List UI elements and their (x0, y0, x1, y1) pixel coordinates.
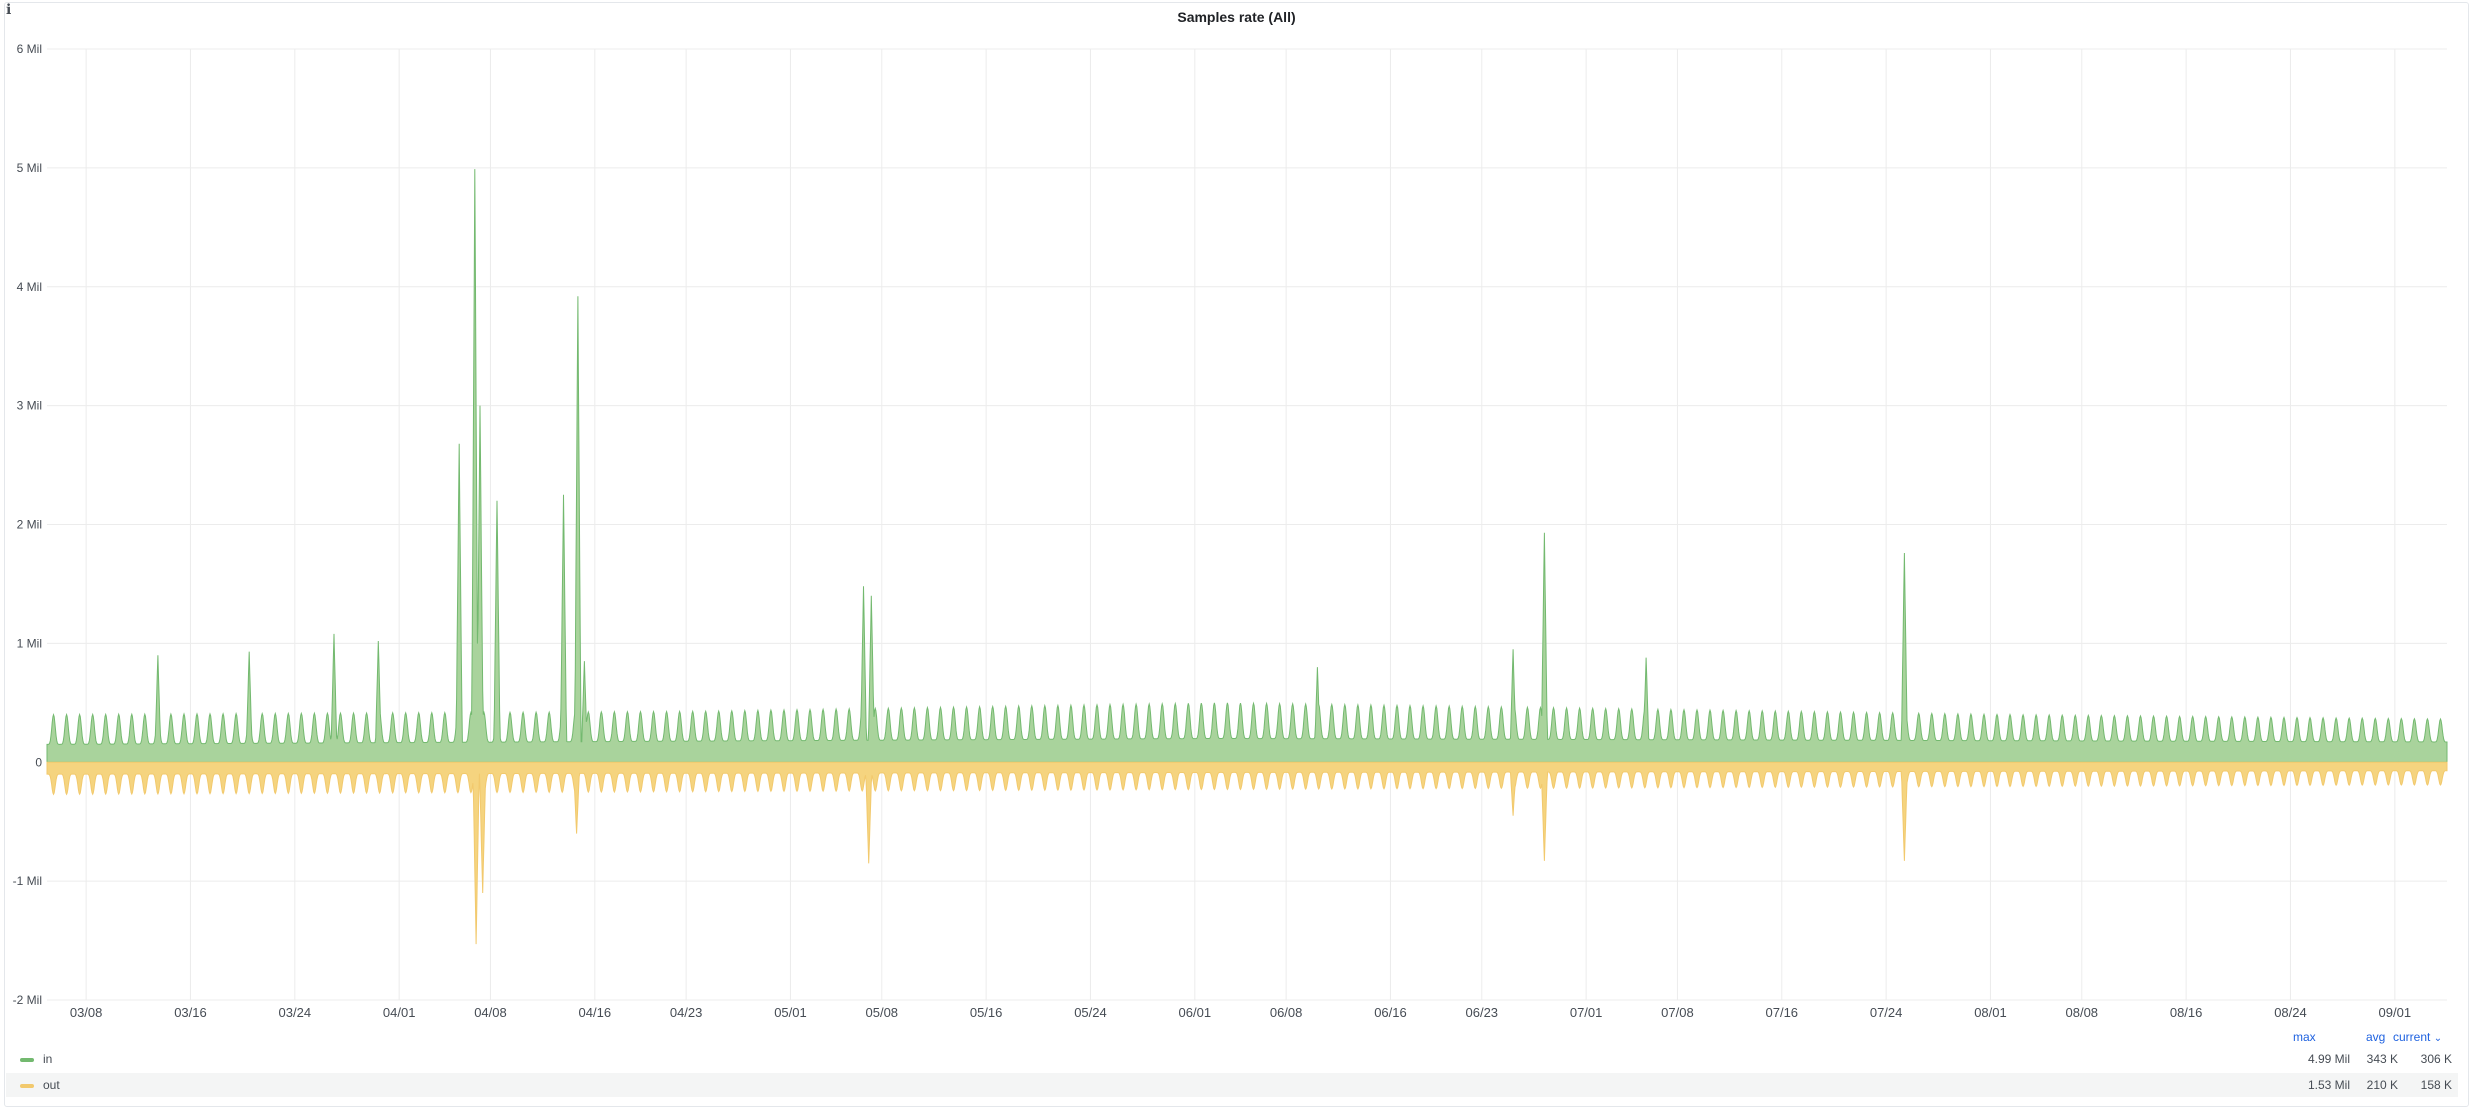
series-color-swatch[interactable] (20, 1058, 34, 1062)
series-color-swatch[interactable] (20, 1084, 34, 1088)
legend-header-max[interactable]: max (2293, 1030, 2316, 1044)
series-name[interactable]: in (43, 1052, 53, 1066)
series-area-in (46, 169, 2448, 763)
x-tick-label: 06/08 (1270, 1005, 1303, 1020)
y-tick-label: 5 Mil (17, 161, 42, 175)
stat-max: 4.99 Mil (2307, 1052, 2350, 1066)
x-tick-label: 03/24 (279, 1005, 312, 1020)
x-tick-label: 04/23 (670, 1005, 703, 1020)
x-tick-label: 08/01 (1974, 1005, 2007, 1020)
x-tick-label: 07/01 (1570, 1005, 1603, 1020)
y-tick-label: -1 Mil (13, 874, 42, 888)
x-tick-label: 04/16 (579, 1005, 612, 1020)
stat-avg: 210 K (2366, 1078, 2398, 1092)
y-tick-label: 3 Mil (17, 399, 42, 413)
stat-current: 158 K (2420, 1078, 2452, 1092)
y-tick-label: 1 Mil (17, 636, 42, 650)
x-tick-label: 03/08 (70, 1005, 103, 1020)
x-tick-label: 05/01 (774, 1005, 807, 1020)
y-tick-label: -2 Mil (13, 993, 42, 1007)
y-tick-label: 0 (35, 755, 42, 769)
x-tick-label: 04/01 (383, 1005, 416, 1020)
y-tick-label: 4 Mil (17, 280, 42, 294)
x-tick-label: 07/16 (1766, 1005, 1799, 1020)
graph-panel (4, 2, 2469, 1107)
series-area-out (46, 761, 2448, 945)
series-name[interactable]: out (43, 1078, 60, 1092)
time-series-chart[interactable]: 6 Mil 5 Mil 4 Mil 3 Mil 2 Mil 1 Mil 0 -1 Mil -2 … (0, 0, 2473, 1025)
legend-header-current[interactable]: current ⌄ (2393, 1030, 2442, 1044)
y-tick-label: 2 Mil (17, 518, 42, 532)
stat-current: 306 K (2420, 1052, 2452, 1066)
legend-row-out[interactable]: out 1.53 Mil 210 K 158 K (6, 1073, 2458, 1097)
x-tick-label: 07/24 (1870, 1005, 1903, 1020)
grid-lines (47, 48, 2447, 1001)
chevron-down-icon: ⌄ (2433, 1033, 2443, 1044)
info-icon[interactable]: ℹ (6, 2, 12, 18)
x-tick-label: 08/08 (2066, 1005, 2099, 1020)
legend-header-current-label: current (2393, 1030, 2431, 1044)
series-areas (46, 169, 2448, 945)
legend-header-avg[interactable]: avg (2366, 1030, 2386, 1044)
y-axis: 6 Mil 5 Mil 4 Mil 3 Mil 2 Mil 1 Mil 0 -1 Mil -2 … (13, 42, 43, 1007)
x-tick-label: 06/23 (1466, 1005, 1499, 1020)
x-tick-label: 08/24 (2274, 1005, 2307, 1020)
x-tick-label: 08/16 (2170, 1005, 2203, 1020)
x-tick-label: 07/08 (1661, 1005, 1694, 1020)
stat-avg: 343 K (2366, 1052, 2398, 1066)
x-tick-label: 06/01 (1179, 1005, 1212, 1020)
x-tick-label: 06/16 (1374, 1005, 1407, 1020)
x-tick-label: 03/16 (174, 1005, 207, 1020)
x-tick-label: 05/16 (970, 1005, 1003, 1020)
legend-row-in[interactable]: in 4.99 Mil 343 K 306 K (6, 1047, 2458, 1071)
x-tick-label: 04/08 (474, 1005, 507, 1020)
x-tick-label: 05/24 (1074, 1005, 1107, 1020)
panel-title[interactable]: Samples rate (All) (1177, 9, 1296, 25)
x-tick-label: 09/01 (2379, 1005, 2412, 1020)
y-tick-label: 6 Mil (17, 42, 42, 56)
stat-max: 1.53 Mil (2307, 1078, 2350, 1092)
x-axis: 03/08 03/16 03/24 04/01 04/08 04/16 04/23 05/01… (70, 1005, 2411, 1020)
x-tick-label: 05/08 (866, 1005, 899, 1020)
